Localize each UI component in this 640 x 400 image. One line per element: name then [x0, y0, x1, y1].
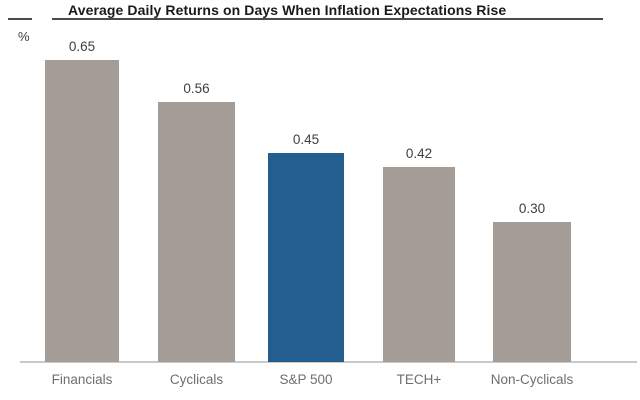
- bar-tech-plus: [383, 167, 455, 362]
- y-axis-unit-label: %: [18, 29, 30, 44]
- bar-group-sp500: 0.45 S&P 500: [268, 132, 344, 387]
- title-underline: [52, 18, 603, 20]
- bar-value-label: 0.65: [68, 39, 96, 54]
- bar-cyclicals: [158, 102, 235, 362]
- bar-value-label: 0.45: [292, 132, 320, 147]
- bar-category-label: Financials: [51, 372, 113, 387]
- bar-value-label: 0.42: [405, 146, 433, 161]
- bar-category-label: S&P 500: [279, 372, 333, 387]
- chart-title: Average Daily Returns on Days When Infla…: [68, 2, 507, 18]
- bar-category-label: Cyclicals: [169, 372, 224, 387]
- bar-value-label: 0.30: [518, 201, 546, 216]
- bar-financials: [45, 60, 119, 362]
- bar-group-cyclicals: 0.56 Cyclicals: [158, 81, 235, 387]
- bar-non-cyclicals: [493, 222, 571, 362]
- bar-group-non-cyclicals: 0.30 Non-Cyclicals: [491, 201, 574, 387]
- bar-sp500-highlighted: [268, 153, 344, 362]
- bar-category-label: Non-Cyclicals: [490, 372, 574, 387]
- top-left-rule: [8, 18, 32, 20]
- x-axis-line: [20, 361, 637, 363]
- bar-value-label: 0.56: [183, 81, 210, 96]
- bar-group-financials: 0.65 Financials: [45, 39, 119, 387]
- bar-category-label: TECH+: [396, 372, 442, 387]
- bar-group-tech-plus: 0.42 TECH+: [383, 146, 455, 387]
